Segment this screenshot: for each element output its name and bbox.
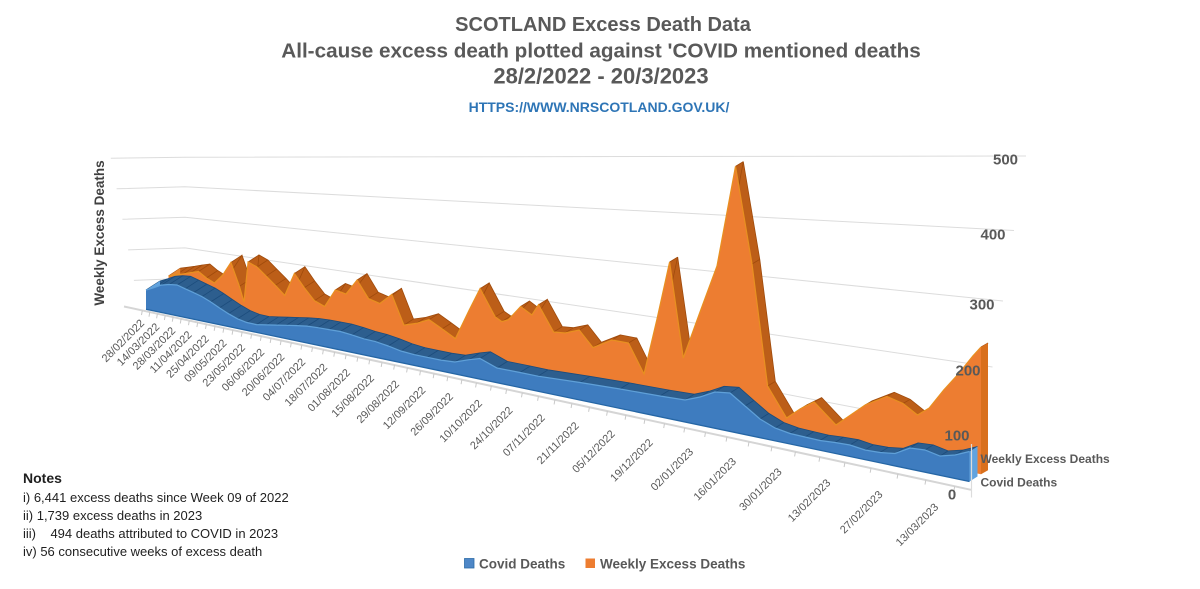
svg-text:HTTPS://WWW.NRSCOTLAND.GOV.UK/: HTTPS://WWW.NRSCOTLAND.GOV.UK/ — [469, 99, 730, 115]
svg-text:400: 400 — [980, 227, 1005, 244]
svg-text:200: 200 — [955, 363, 980, 380]
svg-text:100: 100 — [944, 428, 969, 445]
svg-text:i) 6,441 excess deaths since W: i) 6,441 excess deaths since Week 09 of … — [23, 490, 289, 505]
svg-text:iii) 494 deaths attributed: iii) 494 deaths attributed to COVID in 2… — [23, 526, 278, 541]
svg-text:500: 500 — [993, 152, 1018, 169]
svg-text:All-cause excess death plotted: All-cause excess death plotted against '… — [281, 40, 921, 63]
svg-text:Notes: Notes — [23, 470, 62, 486]
svg-text:SCOTLAND Excess Death Data: SCOTLAND Excess Death Data — [455, 14, 752, 36]
svg-text:300: 300 — [969, 297, 994, 314]
svg-text:Covid Deaths: Covid Deaths — [479, 557, 565, 572]
svg-text:ii) 1,739 excess deaths in 202: ii) 1,739 excess deaths in 2023 — [23, 508, 202, 523]
svg-text:28/2/2022 - 20/3/2023: 28/2/2022 - 20/3/2023 — [493, 64, 708, 89]
svg-text:Covid Deaths: Covid Deaths — [981, 476, 1058, 490]
svg-text:Weekly Excess Deaths: Weekly Excess Deaths — [600, 557, 745, 572]
svg-text:0: 0 — [948, 487, 956, 504]
svg-text:Weekly Excess Deaths: Weekly Excess Deaths — [92, 160, 107, 305]
svg-text:iv) 56 consecutive weeks of ex: iv) 56 consecutive weeks of excess death — [23, 544, 262, 559]
svg-text:Weekly Excess Deaths: Weekly Excess Deaths — [981, 452, 1111, 466]
